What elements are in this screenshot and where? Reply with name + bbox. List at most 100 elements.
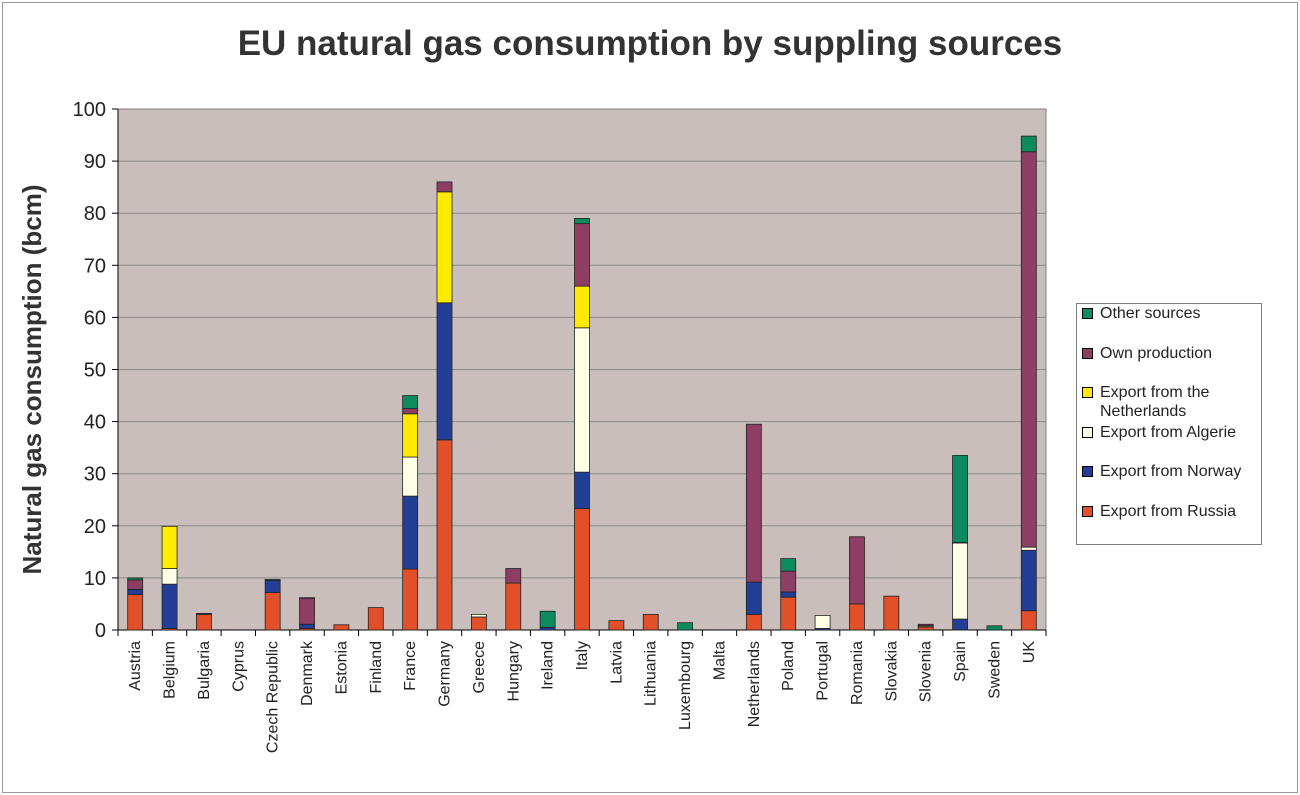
x-tick-label: Spain [952, 641, 969, 682]
bar-segment [814, 615, 831, 629]
bar-segment [470, 613, 487, 618]
bar-segment [161, 568, 178, 585]
legend-label: Other sources [1100, 305, 1201, 322]
bar-segment [574, 471, 590, 510]
y-tick-label: 80 [84, 203, 106, 225]
legend-swatch [1082, 506, 1093, 517]
bar-segment [196, 612, 212, 615]
bar-segment [505, 582, 522, 631]
bar-segment [952, 542, 968, 620]
chart-title: EU natural gas consumption by suppling s… [237, 24, 1063, 63]
bar-segment [574, 223, 590, 287]
bar-segment [161, 583, 178, 629]
bar-segment [127, 594, 144, 631]
bar-segment [883, 595, 900, 631]
bar-segment [436, 191, 453, 304]
bar-segment [196, 613, 212, 631]
chart-legend: Other sources Own production Export from t… [1076, 303, 1262, 545]
y-tick-label: 50 [84, 360, 106, 382]
bar-segment [436, 302, 453, 441]
bar-segment [780, 591, 797, 598]
bar-segment [333, 624, 350, 631]
bar-segment [849, 603, 865, 631]
x-tick-label: Hungary [505, 641, 522, 701]
y-tick-label: 40 [84, 412, 106, 434]
x-tick-label: Italy [574, 641, 591, 670]
y-tick-label: 10 [84, 568, 106, 590]
x-tick-label: Estonia [333, 641, 350, 694]
bar-segment [849, 536, 865, 605]
bar-segment [470, 616, 487, 631]
x-tick-label: Slovakia [883, 641, 900, 702]
x-tick-label: Slovenia [918, 641, 935, 702]
x-tick-label: Sweden [986, 641, 1003, 699]
x-tick-label: Malta [711, 641, 728, 680]
x-tick-label: Luxembourg [677, 641, 694, 730]
y-tick-label: 100 [73, 99, 106, 121]
bar-segment [402, 456, 419, 497]
bar-segment [952, 455, 968, 543]
bar-segment [402, 495, 419, 570]
bar-segment [367, 607, 384, 631]
x-tick-label: Finland [368, 641, 385, 693]
x-tick-label: Cyprus [230, 641, 247, 692]
x-tick-label: Poland [780, 641, 797, 691]
y-tick-label: 20 [84, 516, 106, 538]
legend-label: Export from Algerie [1100, 424, 1237, 441]
y-tick-label: 0 [95, 620, 106, 642]
bar-segment [299, 597, 315, 599]
bar-segment [745, 613, 762, 631]
bar-segment [436, 181, 453, 193]
x-tick-label: Bulgaria [196, 641, 213, 700]
bar-segment [539, 610, 556, 628]
bar-segment [917, 623, 934, 627]
legend-swatch [1082, 348, 1093, 359]
bar-segment [1020, 151, 1037, 548]
bar-segment [1020, 135, 1037, 153]
x-tick-label: Ireland [540, 641, 557, 690]
bar-segment [986, 625, 1003, 631]
bar-segment [952, 618, 968, 631]
bar-segment [402, 568, 419, 631]
x-tick-label: Greece [471, 641, 488, 694]
bar-segment [402, 413, 419, 458]
y-tick-label: 90 [84, 151, 106, 173]
bar-segment [127, 577, 144, 581]
bar-segment [505, 568, 522, 584]
bar-segment [917, 626, 934, 631]
bar-segment [780, 596, 797, 631]
bar-segment [574, 327, 590, 473]
x-tick-label: Lithuania [643, 641, 660, 706]
bar-segment [299, 597, 315, 625]
x-tick-label: Austria [127, 641, 144, 691]
bar-segment [264, 580, 281, 593]
bar-segment [574, 285, 590, 329]
bar-segment [402, 395, 419, 409]
x-tick-label: UK [1021, 641, 1038, 664]
legend-label: Export from Norway [1100, 463, 1242, 480]
legend-swatch [1082, 387, 1093, 398]
x-tick-label: Czech Republic [265, 641, 282, 753]
y-tick-label: 60 [84, 307, 106, 329]
x-tick-label: Belgium [162, 641, 179, 699]
bar-segment [1020, 546, 1037, 551]
bar-segment [574, 218, 590, 225]
y-tick-label: 30 [84, 464, 106, 486]
legend-label: Export from Russia [1100, 503, 1237, 520]
x-tick-label: Romania [849, 641, 866, 705]
legend-label: Export from the Netherlands [1100, 384, 1210, 420]
bar-segment [574, 508, 590, 631]
bar-segment [264, 579, 281, 581]
y-tick-label: 70 [84, 255, 106, 277]
bar-segment [1020, 549, 1037, 612]
legend-swatch [1082, 427, 1093, 438]
x-tick-label: Latvia [608, 641, 625, 684]
bar-segment [745, 423, 762, 583]
bar-segment [608, 620, 625, 631]
legend-swatch [1082, 466, 1093, 477]
bar-segment [1020, 610, 1037, 631]
bar-segment [127, 588, 144, 595]
x-tick-label: Germany [437, 641, 454, 707]
bar-segment [677, 622, 694, 631]
